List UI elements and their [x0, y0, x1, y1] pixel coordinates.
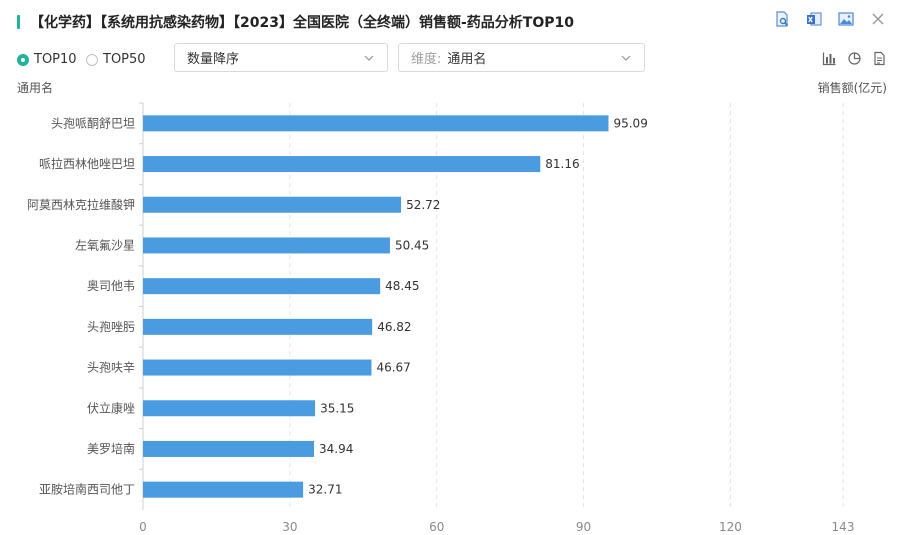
bar: [143, 196, 402, 213]
radio-label: TOP50: [103, 52, 146, 67]
category-label: 伏立康唑: [87, 400, 135, 415]
dimension-prefix: 维度:: [411, 52, 442, 67]
chevron-down-icon: [620, 52, 632, 68]
x-tick-label: 120: [719, 520, 742, 534]
x-tick-label: 30: [282, 520, 297, 534]
close-icon[interactable]: [869, 10, 887, 28]
bar: [143, 359, 372, 376]
bar: [143, 156, 541, 173]
image-export-icon[interactable]: [837, 10, 855, 28]
dimension-select-value: 通用名: [447, 52, 487, 67]
category-label: 美罗培南: [87, 441, 135, 456]
excel-export-icon[interactable]: [805, 10, 823, 28]
dimension-select[interactable]: 维度: 通用名: [398, 43, 645, 72]
radio-top50[interactable]: TOP50: [86, 52, 146, 67]
category-label: 阿莫西林克拉维酸钾: [27, 197, 135, 212]
search-file-icon[interactable]: [773, 10, 791, 28]
sort-select[interactable]: 数量降序: [174, 43, 388, 72]
radio-dot: [86, 53, 98, 66]
category-label: 亚胺培南西司他丁: [39, 482, 135, 497]
category-label: 头孢哌酮舒巴坦: [51, 116, 135, 130]
control-row: TOP10 TOP50 数量降序 维度: 通用名: [0, 43, 899, 73]
data-label: 32.71: [308, 483, 342, 497]
sort-select-value: 数量降序: [187, 52, 240, 67]
category-label: 奥司他韦: [87, 279, 135, 293]
bar: [143, 481, 304, 498]
x-axis-name: 销售额(亿元): [817, 81, 887, 95]
data-label: 35.15: [320, 401, 354, 415]
category-label: 头孢唑肟: [87, 320, 135, 334]
data-label: 81.16: [545, 157, 579, 171]
radio-top10[interactable]: TOP10: [17, 52, 77, 67]
data-label: 95.09: [613, 116, 647, 130]
x-tick-label: 90: [576, 520, 591, 534]
y-axis-name: 通用名: [17, 81, 54, 95]
data-label: 34.94: [319, 442, 353, 456]
bar-chart-icon[interactable]: [822, 51, 837, 66]
x-tick-label: 143: [832, 520, 855, 534]
top-toolbar: [773, 10, 887, 28]
title-accent-bar: [17, 15, 20, 29]
bar: [143, 318, 373, 335]
radio-dot: [17, 53, 29, 66]
data-label: 52.72: [406, 198, 440, 212]
data-label: 48.45: [385, 279, 419, 293]
bar: [143, 400, 316, 417]
data-label: 46.82: [377, 320, 411, 334]
radio-label: TOP10: [34, 52, 77, 67]
data-label: 46.67: [376, 361, 410, 375]
pie-chart-icon[interactable]: [847, 51, 862, 66]
category-label: 左氧氟沙星: [75, 237, 135, 252]
title-bar: 【化学药】【系统用抗感染药物】【2023】全国医院（全终端）销售额-药品分析TO…: [0, 0, 899, 44]
category-label: 哌拉西林他唑巴坦: [39, 156, 135, 171]
view-switcher: [822, 51, 887, 66]
data-label: 50.45: [395, 238, 429, 252]
bar: [143, 115, 609, 132]
bar: [143, 278, 381, 295]
document-icon[interactable]: [872, 51, 887, 66]
bar: [143, 440, 315, 457]
chevron-down-icon: [363, 52, 375, 68]
x-tick-label: 60: [429, 520, 444, 534]
bar-chart: 0 30 60 90 120 143 头孢哌酮舒巴坦 95.09 哌拉西林他唑巴坦 81.16 阿莫…: [27, 102, 855, 534]
x-tick-label: 0: [139, 520, 147, 534]
chart-title: 【化学药】【系统用抗感染药物】【2023】全国医院（全终端）销售额-药品分析TO…: [30, 15, 574, 31]
category-label: 头孢呋辛: [87, 361, 135, 375]
bar: [143, 237, 390, 254]
